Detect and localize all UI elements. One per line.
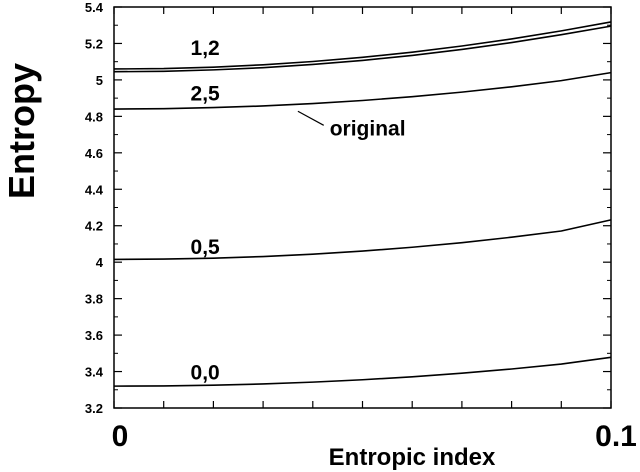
- curve-label: 1,2: [191, 37, 220, 60]
- curve-label: 0,5: [191, 236, 221, 259]
- curve-label: original: [330, 117, 406, 140]
- x-axis-title: Entropic index: [329, 444, 496, 471]
- y-tick-label: 4: [96, 255, 104, 270]
- y-tick-label: 3.6: [85, 328, 103, 343]
- series-line: [113, 219, 612, 261]
- series-line: [113, 25, 612, 73]
- curve-label: 2,5: [191, 83, 221, 106]
- tick-marks: [113, 6, 612, 409]
- y-tick-label: 3.2: [85, 401, 103, 416]
- y-axis-title: Entropy: [1, 63, 42, 199]
- y-tick-label: 4.8: [85, 109, 103, 124]
- annotation-leader-line: [297, 110, 324, 126]
- y-tick-label: 4.2: [85, 219, 103, 234]
- y-tick-label: 3.4: [85, 365, 104, 380]
- y-tick-label: 4.6: [85, 146, 103, 161]
- y-tick-label: 3.8: [85, 292, 103, 307]
- x-tick-label: 0: [112, 420, 129, 453]
- y-tick-label: 5.4: [85, 0, 104, 15]
- y-tick-labels: 3.2 3.4 3.6 3.8 4 4.2 4.4 4.6 4.8 5 5.2 5.4: [85, 0, 104, 416]
- series-line: [113, 71, 612, 110]
- annotations: 1,2 2,5 original 0,5 0,0: [191, 37, 406, 384]
- y-tick-label: 5.2: [85, 36, 103, 51]
- x-tick-labels: 0 0.1: [112, 420, 637, 453]
- x-tick-label: 0.1: [595, 420, 637, 453]
- curve-label: 0,0: [191, 362, 220, 385]
- series-lines: [113, 21, 612, 387]
- y-tick-label: 5: [96, 73, 103, 88]
- series-line: [113, 21, 612, 70]
- y-tick-label: 4.4: [85, 182, 104, 197]
- series-line: [113, 356, 612, 387]
